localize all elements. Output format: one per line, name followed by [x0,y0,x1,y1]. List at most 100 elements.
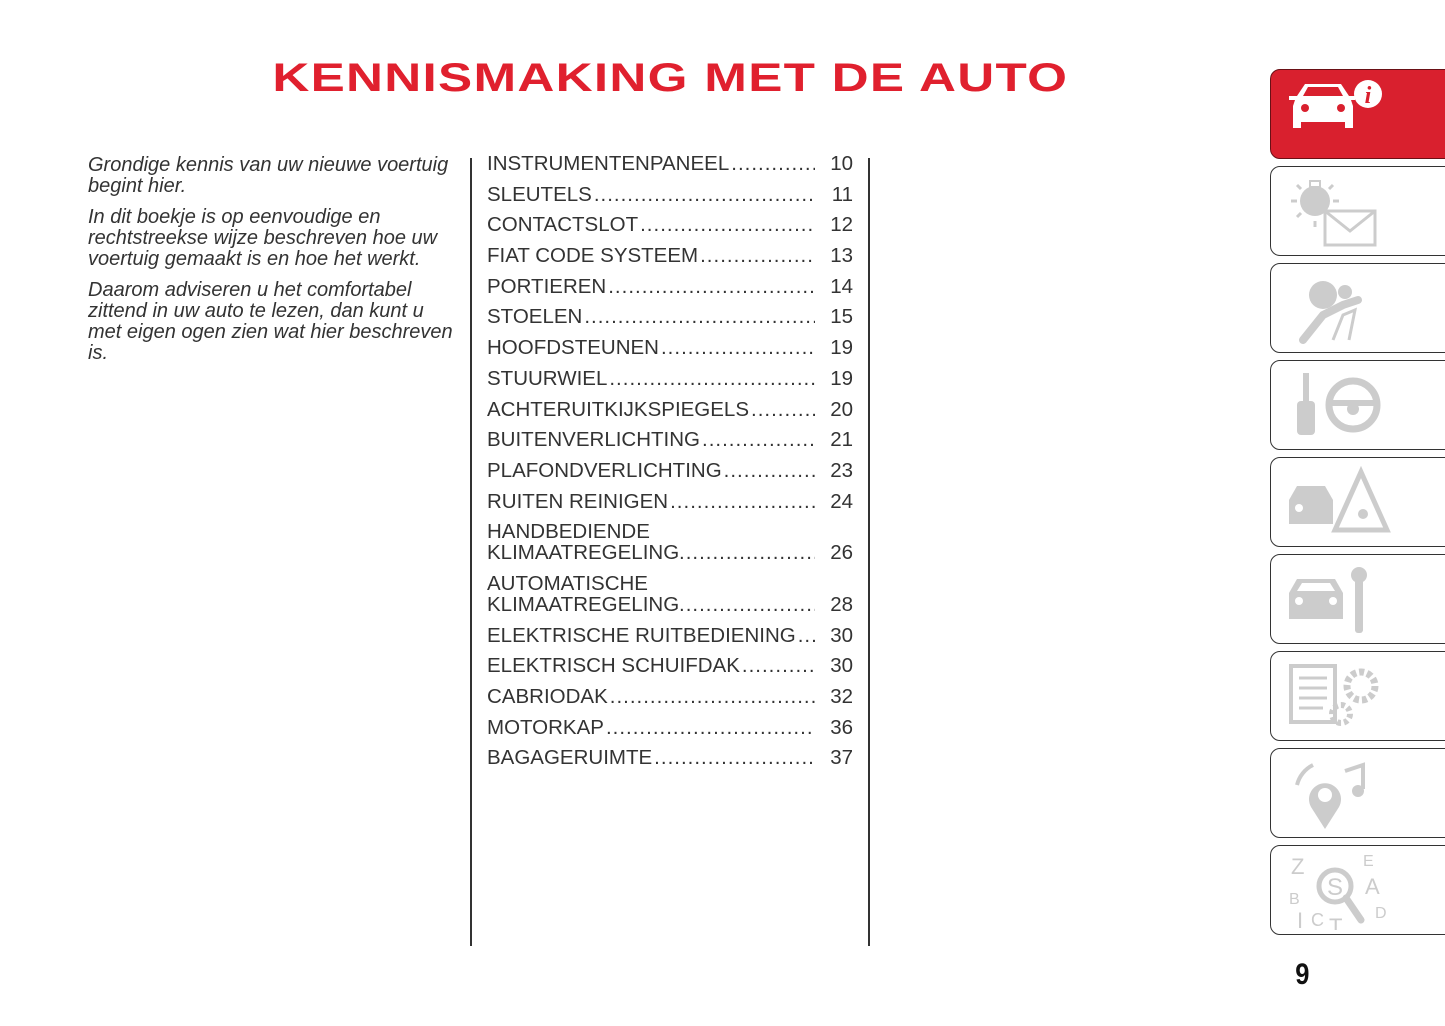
toc-leader-dots [608,276,815,297]
toc-leader-dots [654,747,815,768]
intro-paragraph: In dit boekje is op eenvoudige en rechts… [88,206,438,270]
toc-entry[interactable]: ELEKTRISCHE RUITBEDIENING 30 [487,625,853,646]
table-of-contents: INSTRUMENTENPANEEL 10 SLEUTELS 11 CONTACTSLO… [487,153,853,778]
toc-entry[interactable]: INSTRUMENTENPANEEL 10 [487,153,853,174]
toc-label: CONTACTSLOT [487,213,639,237]
toc-entry[interactable]: STOELEN 15 [487,306,853,327]
toc-page: 30 [830,623,853,647]
toc-label: RUITEN REINIGEN [487,489,669,513]
chapter-tab[interactable] [1270,360,1445,450]
intro-paragraph: Daarom adviseren u het comfortabel zitte… [88,279,453,364]
toc-page: 26 [830,541,853,565]
chapter-tab[interactable] [1270,748,1445,838]
key-steering-wheel-icon [1297,373,1381,435]
toc-leader-dots [751,399,815,420]
toc-entry[interactable]: PLAFONDVERLICHTING 23 [487,460,853,481]
toc-label: ELEKTRISCHE RUITBEDIENING [487,623,796,647]
toc-entry[interactable]: SLEUTELS 11 [487,184,853,205]
toc-leader-dots [661,337,815,358]
intro-paragraph: Grondige kennis van uw nieuwe voertuig b… [88,154,449,197]
toc-page: 28 [830,592,853,616]
toc-label: INSTRUMENTENPANEEL [487,152,730,175]
toc-entry[interactable]: PORTIEREN 14 [487,276,853,297]
chapter-tab[interactable] [1270,166,1445,256]
toc-leader-dots [606,717,815,738]
toc-entry[interactable]: FIAT CODE SYSTEEM 13 [487,245,853,266]
column-divider [470,158,472,946]
car-info-icon: i [1289,80,1382,128]
index-letter: I [1297,908,1303,930]
multimedia-icon [1295,762,1365,829]
toc-page: 14 [830,274,853,298]
airbag-seatbelt-icon [1299,281,1362,344]
toc-leader-dots [609,368,815,389]
column-divider [868,158,870,946]
toc-page: 13 [830,244,853,268]
toc-entry[interactable]: HANDBEDIENDE KLIMAATREGELING 26 [487,521,853,563]
toc-label: HOOFDSTEUNEN [487,336,659,360]
toc-page: 10 [830,152,853,175]
chapter-tab[interactable] [1270,651,1445,741]
page-number: 9 [1295,958,1310,991]
page-title: KENNISMAKING MET DE AUTO [272,56,1069,100]
toc-page: 24 [830,489,853,513]
toc-entry[interactable]: STUURWIEL 19 [487,368,853,389]
toc-label: STUURWIEL [487,366,608,390]
toc-leader-dots [610,686,815,707]
toc-page: 36 [830,715,853,739]
toc-leader-dots [700,245,815,266]
toc-entry[interactable]: BAGAGERUIMTE 37 [487,747,853,768]
toc-entry[interactable]: CONTACTSLOT 12 [487,214,853,235]
warning-light-message-icon [1291,180,1377,247]
toc-label: PORTIEREN [487,274,607,298]
toc-label: FIAT CODE SYSTEEM [487,244,699,268]
index-letter: Z [1291,854,1304,879]
toc-entry[interactable]: MOTORKAP 36 [487,717,853,738]
toc-label: MOTORKAP [487,715,604,739]
toc-entry[interactable]: ACHTERUITKIJKSPIEGELS 20 [487,399,853,420]
car-emergency-icon [1289,465,1391,533]
toc-label: ELEKTRISCH SCHUIFDAK [487,654,740,678]
toc-page: 23 [830,458,853,482]
toc-leader-dots [731,153,815,174]
toc-leader-dots [594,184,815,205]
toc-entry[interactable]: RUITEN REINIGEN 24 [487,491,853,512]
toc-label: HANDBEDIENDE KLIMAATREGELING [487,520,680,565]
toc-entry[interactable]: HOOFDSTEUNEN 19 [487,337,853,358]
index-letter: B [1289,891,1300,908]
toc-page: 37 [830,746,853,770]
toc-entry[interactable]: AUTOMATISCHE KLIMAATREGELING 28 [487,573,853,615]
intro-text: Grondige kennis van uw nieuwe voertuig b… [88,155,458,374]
chapter-tab[interactable] [1270,554,1445,644]
index-letter: T [1329,914,1342,930]
toc-entry[interactable]: BUITENVERLICHTING 21 [487,429,853,450]
toc-page: 32 [830,685,853,708]
chapter-tab[interactable]: i [1270,69,1445,159]
index-letter: A [1365,874,1380,899]
index-letter: E [1363,853,1374,870]
index-letter: D [1375,905,1387,922]
toc-entry[interactable]: CABRIODAK 32 [487,686,853,707]
toc-leader-dots [679,594,815,615]
toc-leader-dots [742,655,815,676]
technical-data-icon [1289,664,1379,726]
chapter-tab[interactable] [1270,457,1445,547]
toc-page: 19 [830,336,853,360]
toc-page: 12 [830,213,853,237]
toc-label: ACHTERUITKIJKSPIEGELS [487,397,750,421]
toc-label: CABRIODAK [487,685,608,708]
toc-label: BAGAGERUIMTE [487,746,653,770]
index-search-icon: Z E B AD I C TS [1289,853,1387,930]
toc-leader-dots [640,214,815,235]
toc-label: SLEUTELS [487,182,592,206]
toc-label: STOELEN [487,305,583,329]
toc-page: 20 [830,397,853,421]
svg-text:i: i [1365,83,1372,109]
chapter-tab[interactable] [1270,263,1445,353]
toc-entry[interactable]: ELEKTRISCH SCHUIFDAK 30 [487,655,853,676]
toc-label: BUITENVERLICHTING [487,428,700,452]
toc-leader-dots [679,542,815,563]
toc-leader-dots [584,306,815,327]
car-maintenance-icon [1289,567,1367,633]
